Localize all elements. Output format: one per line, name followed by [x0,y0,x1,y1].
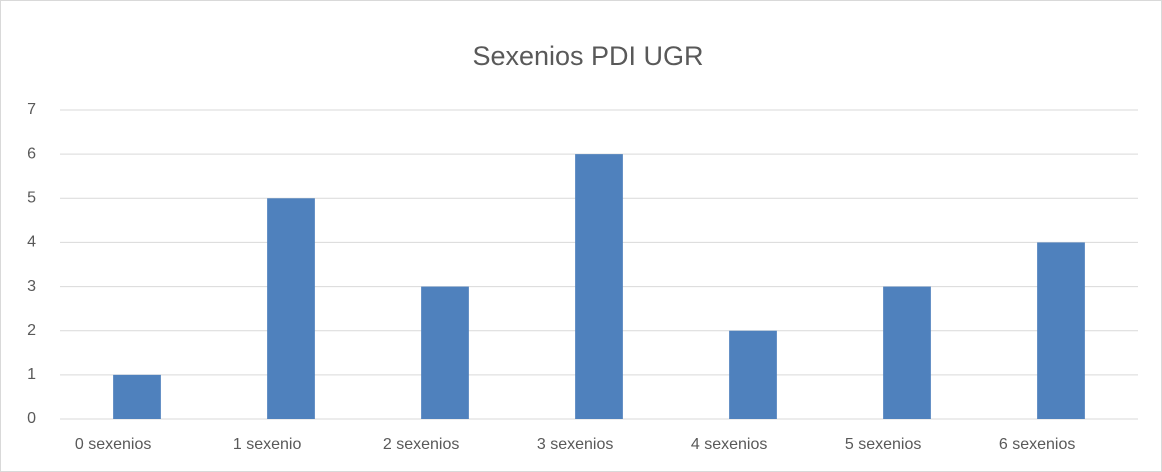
y-tick-label: 3 [27,278,36,295]
bar [729,330,777,419]
chart-title: Sexenios PDI UGR [472,41,703,71]
y-tick-label: 2 [27,322,36,339]
y-tick-label: 7 [27,101,36,118]
bar [883,286,931,419]
bar [267,198,315,419]
bar [575,154,623,419]
y-tick-label: 4 [27,234,36,251]
y-tick-label: 5 [27,190,36,207]
y-tick-label: 6 [27,145,36,162]
bar [113,374,161,419]
y-tick-label: 1 [27,366,36,383]
x-tick-label: 2 sexenios [383,436,460,453]
y-tick-label: 0 [27,410,36,427]
x-tick-label: 5 sexenios [845,436,922,453]
bar [421,286,469,419]
x-tick-label: 4 sexenios [691,436,768,453]
bar [1037,242,1085,419]
x-tick-label: 1 sexenio [233,436,302,453]
x-tick-label: 6 sexenios [999,436,1076,453]
x-tick-label: 0 sexenios [75,436,152,453]
x-tick-label: 3 sexenios [537,436,614,453]
